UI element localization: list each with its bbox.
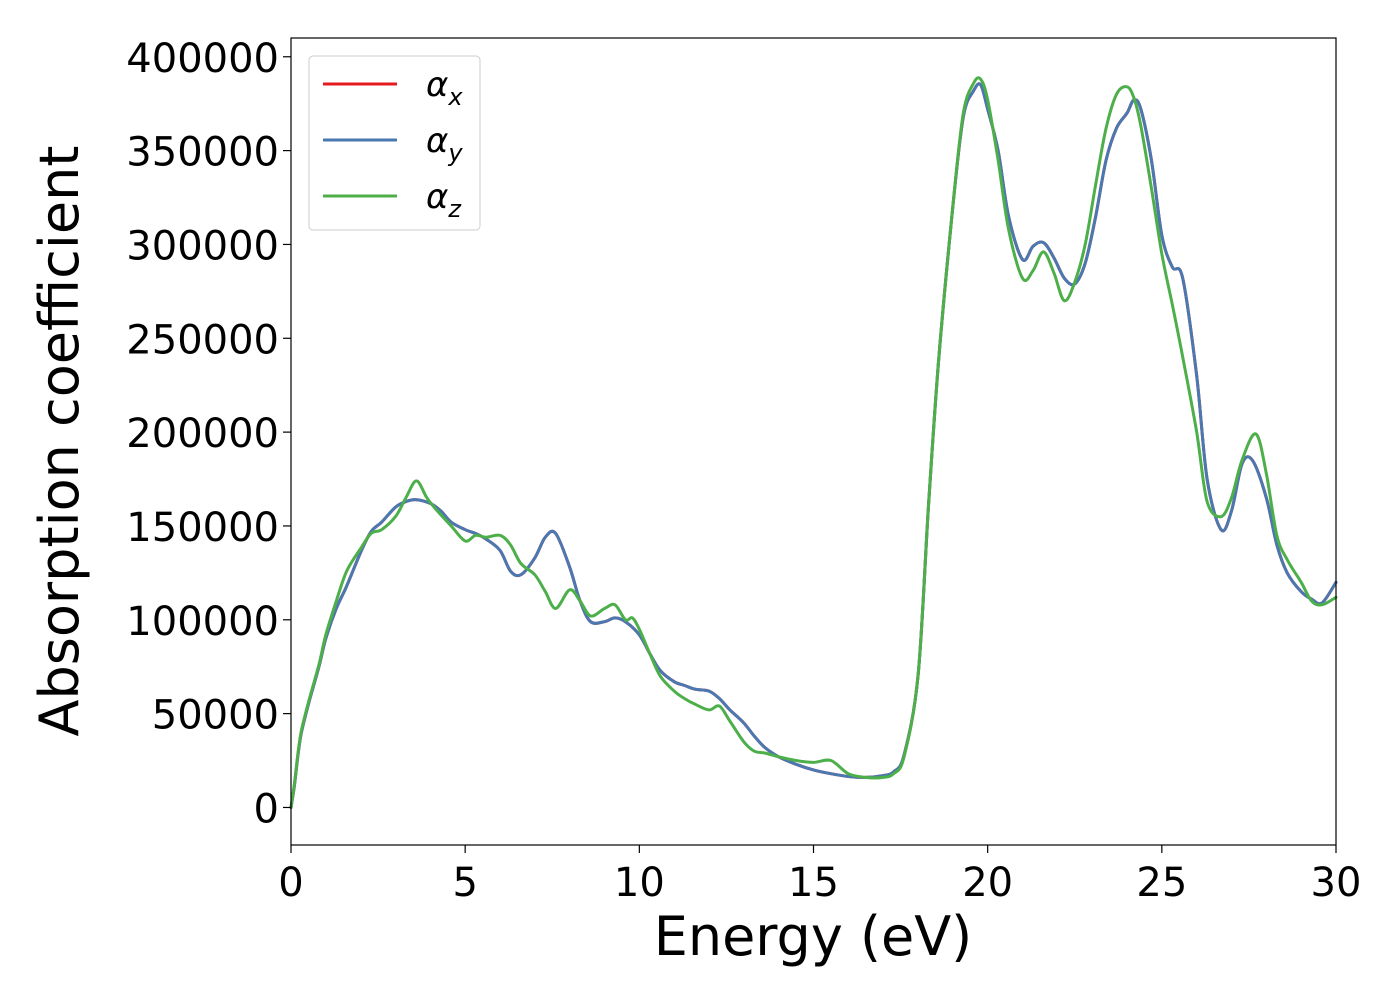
x-tick-label: 25: [1136, 860, 1187, 906]
x-tick-label: 10: [614, 860, 665, 906]
x-axis-label: Energy (eV): [654, 905, 973, 968]
legend-label-y: αy: [426, 121, 463, 167]
y-tick-label: 300000: [126, 223, 279, 269]
x-tick-label: 20: [962, 860, 1013, 906]
legend-box: [308, 55, 481, 231]
y-axis-label: Absorption coefficient: [28, 146, 91, 737]
y-axis-ticks: 0 50000 100000 150000 200000 250000 300000 3500…: [126, 36, 291, 832]
y-tick-label: 0: [254, 786, 279, 832]
plot-lines: [289, 76, 1338, 809]
x-tick-label: 0: [278, 860, 303, 906]
y-tick-label: 50000: [152, 693, 279, 739]
x-tick-label: 15: [788, 860, 839, 906]
y-tick-label: 150000: [126, 505, 279, 551]
y-tick-label: 350000: [126, 130, 279, 176]
x-tick-label: 30: [1311, 860, 1362, 906]
y-tick-label: 200000: [126, 411, 279, 457]
series-line-y: [289, 82, 1338, 809]
legend: αx αy αz: [308, 55, 481, 231]
x-tick-label: 5: [452, 860, 477, 906]
y-tick-label: 400000: [126, 36, 279, 82]
x-axis-ticks: 0 5 10 15 20 25 30: [278, 845, 1361, 906]
series-line-z: [289, 76, 1338, 809]
legend-label-z: αz: [426, 177, 462, 223]
legend-label-x: αx: [426, 65, 463, 111]
y-tick-label: 100000: [126, 599, 279, 645]
y-tick-label: 250000: [126, 317, 279, 363]
